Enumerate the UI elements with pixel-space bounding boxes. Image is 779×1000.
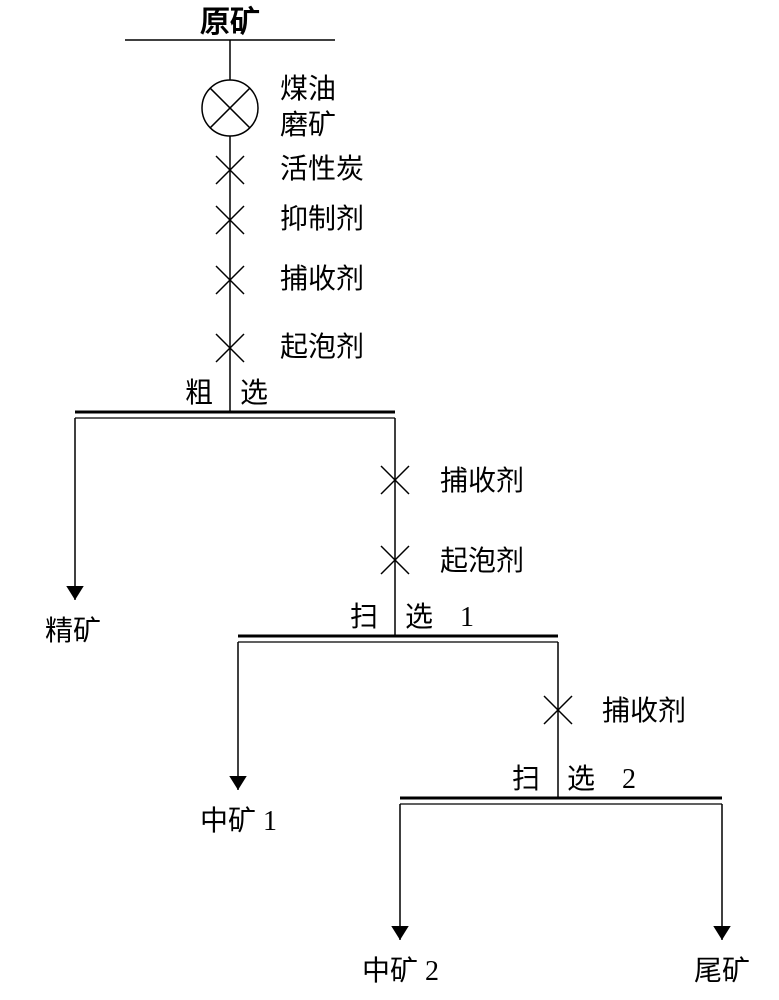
rougher-addition-label: 捕收剂 bbox=[280, 263, 364, 295]
rougher-addition-label: 抑制剂 bbox=[280, 203, 364, 235]
rougher-name: 粗 选 bbox=[185, 377, 278, 409]
feed-title: 原矿 bbox=[200, 5, 260, 39]
scav1-addition-label: 捕收剂 bbox=[440, 465, 524, 497]
grind-op-label: 磨矿 bbox=[280, 109, 336, 141]
scav2-addition-label: 捕收剂 bbox=[602, 695, 686, 727]
scav1-name: 扫 选 1 bbox=[350, 601, 484, 633]
arrow-down bbox=[229, 776, 247, 790]
concentrate-label: 精矿 bbox=[45, 615, 101, 647]
scav2-name: 扫 选 2 bbox=[512, 763, 646, 795]
arrow-down bbox=[66, 586, 84, 600]
grind-symbol bbox=[202, 80, 258, 136]
tailings-label: 尾矿 bbox=[694, 955, 750, 987]
scav1-addition-label: 起泡剂 bbox=[440, 545, 524, 577]
middling1-label: 中矿 1 bbox=[200, 805, 277, 837]
arrow-down bbox=[391, 926, 409, 940]
middling2-label: 中矿 2 bbox=[362, 955, 439, 987]
rougher-addition-label: 活性炭 bbox=[280, 153, 364, 185]
rougher-addition-label: 起泡剂 bbox=[280, 331, 364, 363]
grind-reagent-label: 煤油 bbox=[280, 73, 336, 105]
arrow-down bbox=[713, 926, 731, 940]
